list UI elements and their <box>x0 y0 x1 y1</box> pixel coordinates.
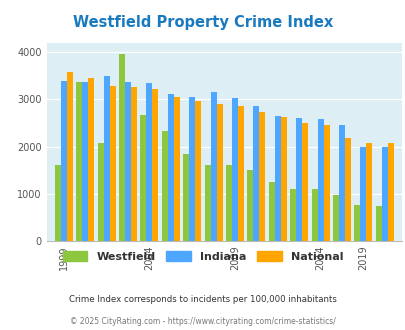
Bar <box>332 195 338 241</box>
Bar <box>146 83 152 241</box>
Bar <box>375 206 381 241</box>
Text: © 2025 CityRating.com - https://www.cityrating.com/crime-statistics/: © 2025 CityRating.com - https://www.city… <box>70 317 335 326</box>
Bar <box>195 101 201 241</box>
Bar <box>119 54 125 241</box>
Bar <box>140 115 146 241</box>
Bar <box>189 97 195 241</box>
Text: Westfield Property Crime Index: Westfield Property Crime Index <box>72 15 333 30</box>
Bar <box>125 82 131 241</box>
Legend: Westfield, Indiana, National: Westfield, Indiana, National <box>58 247 347 267</box>
Bar <box>290 189 296 241</box>
Bar <box>237 106 243 241</box>
Bar <box>387 143 393 241</box>
Bar <box>301 122 307 241</box>
Bar <box>61 81 67 241</box>
Bar <box>338 125 344 241</box>
Bar <box>210 92 216 241</box>
Bar <box>253 106 259 241</box>
Bar <box>103 76 109 241</box>
Bar <box>311 189 317 241</box>
Bar <box>152 89 158 241</box>
Bar <box>55 165 61 241</box>
Bar <box>360 147 365 241</box>
Bar <box>323 125 329 241</box>
Bar <box>88 78 94 241</box>
Text: Crime Index corresponds to incidents per 100,000 inhabitants: Crime Index corresponds to incidents per… <box>69 295 336 304</box>
Bar <box>173 97 179 241</box>
Bar <box>183 154 189 241</box>
Bar <box>317 119 323 241</box>
Bar <box>268 182 274 241</box>
Bar <box>344 138 350 241</box>
Bar <box>259 112 265 241</box>
Bar <box>280 117 286 241</box>
Bar <box>76 82 82 241</box>
Bar <box>231 98 237 241</box>
Bar <box>226 165 231 241</box>
Bar <box>354 205 360 241</box>
Bar <box>97 143 103 241</box>
Bar <box>216 104 222 241</box>
Bar <box>247 170 253 241</box>
Bar <box>167 94 173 241</box>
Bar <box>296 118 301 241</box>
Bar <box>381 147 387 241</box>
Bar <box>274 116 280 241</box>
Bar <box>131 87 136 241</box>
Bar <box>109 86 115 241</box>
Bar <box>204 165 210 241</box>
Bar <box>82 82 88 241</box>
Bar <box>365 143 371 241</box>
Bar <box>162 131 167 241</box>
Bar <box>67 72 72 241</box>
